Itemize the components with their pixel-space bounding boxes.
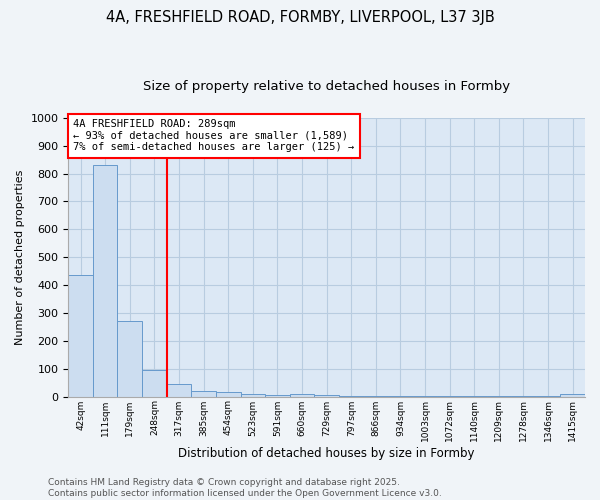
Y-axis label: Number of detached properties: Number of detached properties (15, 170, 25, 345)
Bar (191, 391, 216, 396)
Bar (142, 370, 167, 396)
Bar (560, 394, 585, 396)
Text: 4A, FRESHFIELD ROAD, FORMBY, LIVERPOOL, L37 3JB: 4A, FRESHFIELD ROAD, FORMBY, LIVERPOOL, … (106, 10, 494, 25)
Title: Size of property relative to detached houses in Formby: Size of property relative to detached ho… (143, 80, 510, 93)
Bar (167, 384, 191, 396)
Bar (265, 395, 290, 396)
Bar (118, 322, 142, 396)
Bar (93, 165, 118, 396)
Bar (314, 395, 339, 396)
Bar (290, 394, 314, 396)
Bar (216, 392, 241, 396)
Text: 4A FRESHFIELD ROAD: 289sqm
← 93% of detached houses are smaller (1,589)
7% of se: 4A FRESHFIELD ROAD: 289sqm ← 93% of deta… (73, 119, 355, 152)
Text: Contains HM Land Registry data © Crown copyright and database right 2025.
Contai: Contains HM Land Registry data © Crown c… (48, 478, 442, 498)
Bar (68, 276, 93, 396)
X-axis label: Distribution of detached houses by size in Formby: Distribution of detached houses by size … (178, 447, 475, 460)
Bar (241, 394, 265, 396)
